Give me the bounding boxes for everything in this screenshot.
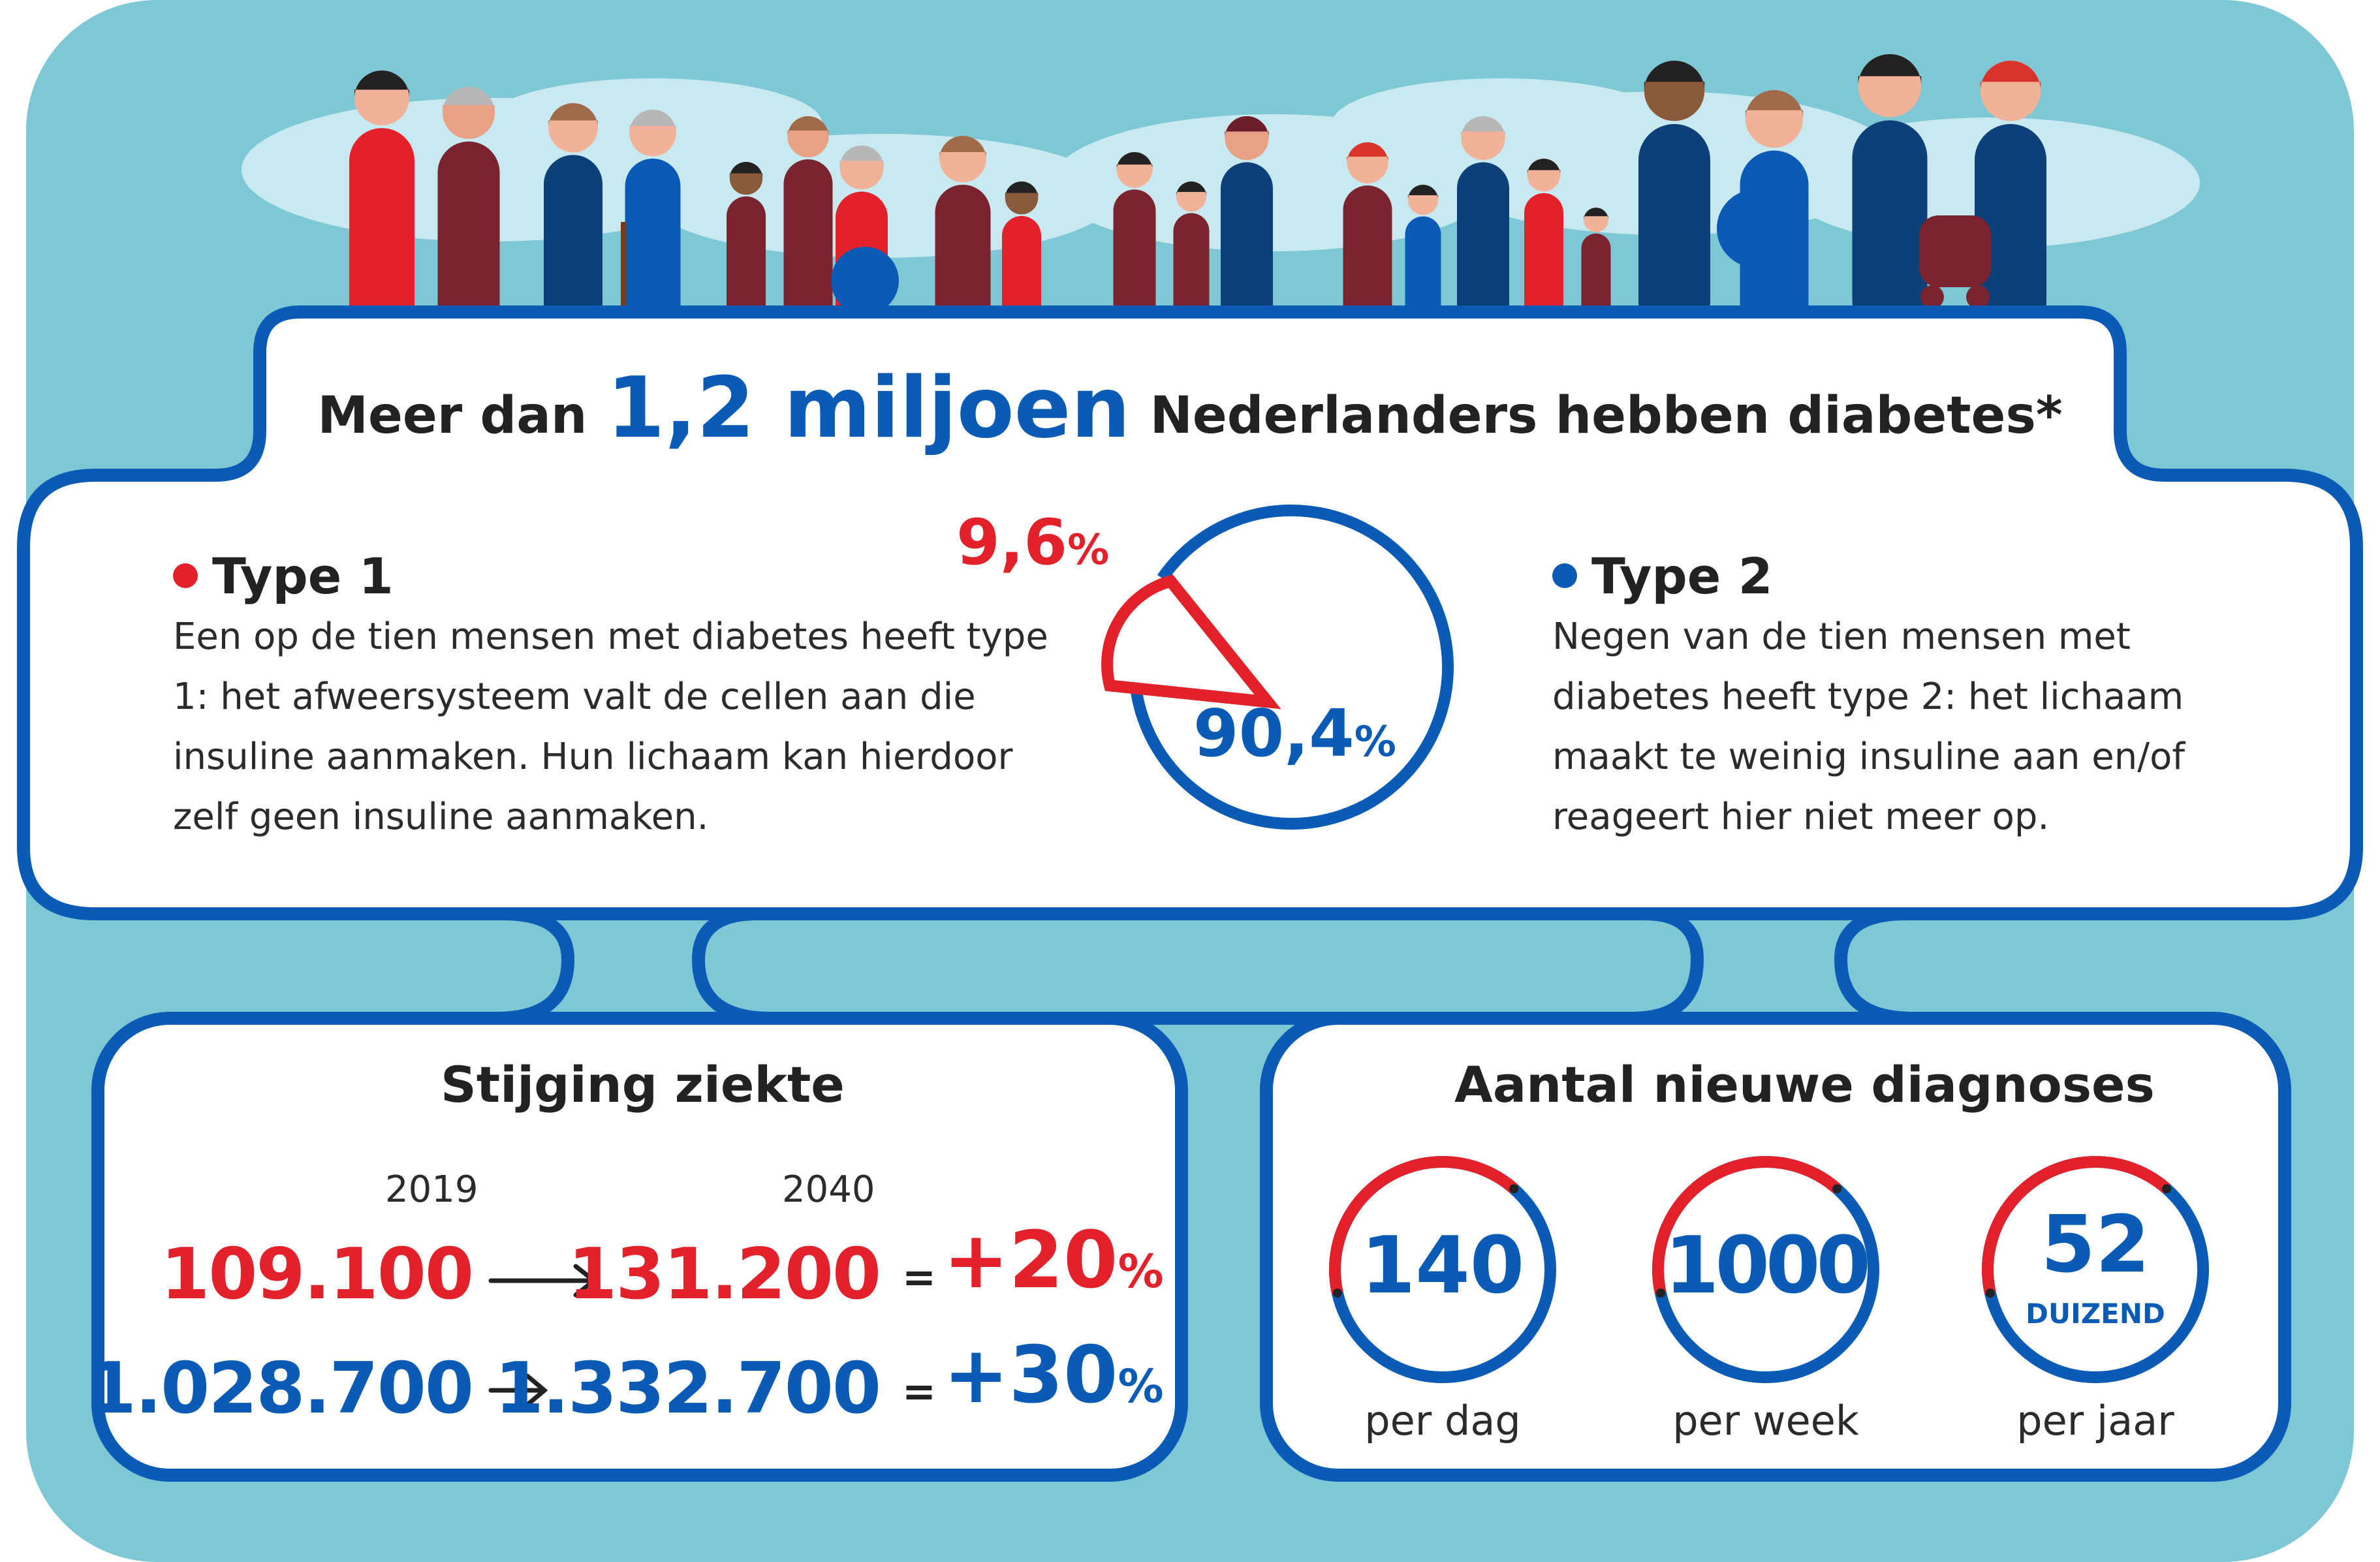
person-figure [1221, 116, 1273, 312]
person-figure [544, 102, 603, 312]
belly [1717, 189, 1795, 268]
gauge-label-day: per dag [1364, 1397, 1521, 1445]
type-pie-chart [1101, 505, 1454, 830]
person-figure [1343, 142, 1392, 312]
gauge-marker [1332, 1288, 1342, 1298]
type1-dot-icon [173, 563, 198, 588]
person-figure [1524, 159, 1563, 312]
gauge-value-day: 140 [1360, 1221, 1525, 1311]
person-figure [1002, 181, 1041, 312]
people-illustration [349, 54, 2046, 312]
gauge-marker [1509, 1184, 1519, 1194]
person-figure [1975, 61, 2046, 312]
person-figure [935, 136, 991, 312]
person-figure [1405, 184, 1441, 312]
pie-label-type1: 9,6% [956, 506, 1110, 579]
gauge-marker [1655, 1288, 1665, 1298]
stroller-wheel [1920, 285, 1944, 309]
gauge-value-year: 52 [2041, 1200, 2150, 1290]
year-to: 2040 [782, 1168, 875, 1211]
type1-increase: +20% [943, 1215, 1164, 1306]
diagnoses-title: Aantal nieuwe diagnoses [1454, 1055, 2155, 1114]
person-figure [1581, 208, 1611, 312]
gauge-arc [1329, 1156, 1518, 1294]
type2-title-text: Type 2 [1591, 547, 1773, 605]
person-figure [625, 110, 681, 312]
arrow-icon [488, 1373, 548, 1407]
person-figure [783, 116, 833, 312]
gauge-label-week: per week [1672, 1397, 1859, 1445]
type2-count-2040: 1.332.700 [494, 1348, 881, 1429]
type2-dot-icon [1552, 563, 1577, 588]
year-from: 2019 [385, 1168, 478, 1211]
headline-prefix: Meer dan [317, 386, 587, 445]
person-figure [1173, 181, 1210, 312]
arrow-icon [488, 1264, 598, 1298]
headline-suffix: Nederlanders hebben diabetes* [1150, 386, 2063, 445]
type1-count-2019: 109.100 [161, 1234, 474, 1315]
wheelchair-wheel [831, 247, 899, 312]
rise-panel [91, 1012, 1188, 1482]
equals-sign: = [902, 1367, 936, 1415]
person-figure [1457, 116, 1509, 312]
gauge-marker [1985, 1288, 1995, 1298]
headline-highlight: 1,2 miljoen [606, 360, 1131, 457]
person-figure [727, 162, 766, 312]
person-figure [1113, 151, 1156, 312]
pie-slice-type1 [1101, 574, 1281, 710]
stroller-wheel [1966, 285, 1990, 309]
gauge-label-year: per jaar [2016, 1397, 2174, 1445]
gauge-marker [1832, 1184, 1842, 1194]
type1-title: Type 1 [173, 547, 394, 605]
person-figure [1852, 54, 1928, 312]
type2-title: Type 2 [1552, 547, 1773, 605]
pie-slice-type2 [1129, 505, 1454, 830]
rise-title: Stijging ziekte [441, 1055, 845, 1114]
gauge-arc [1652, 1156, 1841, 1294]
pie-label-type2: 90,4% [1193, 695, 1396, 772]
type1-count-2040: 131.200 [568, 1234, 881, 1315]
type1-title-text: Type 1 [212, 547, 394, 605]
stroller [1919, 215, 1991, 287]
gauge-value-week: 1000 [1665, 1221, 1871, 1311]
headline: Meer dan 1,2 miljoen Nederlanders hebben d… [0, 356, 2380, 457]
gauge-marker [2162, 1184, 2172, 1194]
type2-description: Negen van de tien mensen met diabetes he… [1552, 616, 2185, 838]
gauge-arc [1982, 1156, 2171, 1294]
type1-description: Een op de tien mensen met diabetes heeft… [173, 616, 1048, 838]
person-figure [349, 70, 415, 312]
equals-sign: = [902, 1253, 936, 1301]
person-figure [437, 86, 500, 312]
type2-increase: +30% [943, 1330, 1164, 1421]
diagnoses-gauges [1329, 1156, 2209, 1383]
gauge-unit-year: DUIZEND [2026, 1298, 2165, 1330]
type2-count-2019: 1.028.700 [87, 1348, 474, 1429]
person-figure [1638, 61, 1710, 312]
